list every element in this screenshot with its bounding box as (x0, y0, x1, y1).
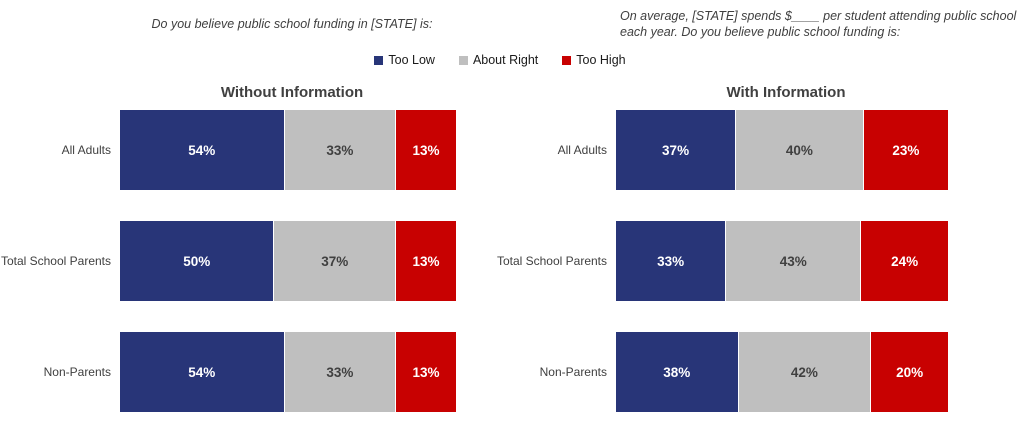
segment-about-right: 42% (737, 332, 871, 412)
about-right-swatch-icon (458, 55, 468, 65)
bar-row-total-school-parents: Total School Parents 50% 37% 13% (0, 221, 456, 301)
segment-about-right: 43% (725, 221, 861, 301)
bar-row-all-adults: All Adults 54% 33% 13% (0, 110, 456, 190)
segment-about-right: 33% (283, 110, 396, 190)
segment-about-right: 40% (735, 110, 863, 190)
bar-row-all-adults: All Adults 37% 40% 23% (496, 110, 948, 190)
segment-too-low: 54% (120, 110, 284, 190)
segment-too-low: 38% (616, 332, 738, 412)
segment-too-low: 50% (120, 221, 274, 301)
segment-too-low: 37% (616, 110, 736, 190)
row-label: Non-Parents (43, 364, 111, 379)
segment-too-high: 24% (860, 221, 948, 301)
legend-label: Too High (576, 53, 626, 67)
stacked-bar: 54% 33% 13% (120, 332, 456, 412)
legend-item-about-right: About Right (458, 53, 539, 67)
bar-row-non-parents: Non-Parents 38% 42% 20% (496, 332, 948, 412)
segment-about-right: 33% (283, 332, 396, 412)
too-high-swatch-icon (562, 55, 572, 65)
row-label: All Adults (557, 142, 607, 157)
stacked-bar: 38% 42% 20% (616, 332, 948, 412)
row-label: Non-Parents (539, 364, 607, 379)
segment-too-low: 54% (120, 332, 284, 412)
bar-row-non-parents: Non-Parents 54% 33% 13% (0, 332, 456, 412)
row-label: All Adults (61, 142, 111, 157)
legend: Too Low About Right Too High (0, 53, 1000, 67)
segment-too-high: 13% (395, 110, 456, 190)
row-label: Total School Parents (0, 253, 111, 268)
legend-label: About Right (472, 53, 539, 67)
segment-too-high: 13% (395, 332, 456, 412)
stacked-bar: 37% 40% 23% (616, 110, 948, 190)
segment-about-right: 37% (273, 221, 396, 301)
legend-item-too-low: Too Low (374, 53, 435, 67)
chart-without-information: Without Information All Adults 54% 33% 1… (0, 84, 456, 412)
chart-title: With Information (726, 84, 846, 101)
stacked-bar: 50% 37% 13% (120, 221, 456, 301)
segment-too-high: 13% (395, 221, 456, 301)
row-label: Total School Parents (496, 253, 607, 268)
too-low-swatch-icon (374, 55, 384, 65)
segment-too-high: 20% (870, 332, 948, 412)
bar-rows: All Adults 37% 40% 23% Total School Pare… (496, 110, 948, 412)
legend-label: Too Low (388, 53, 435, 67)
stacked-bar: 33% 43% 24% (616, 221, 948, 301)
bar-row-total-school-parents: Total School Parents 33% 43% 24% (496, 221, 948, 301)
chart-with-information: With Information All Adults 37% 40% 23% … (496, 84, 948, 412)
segment-too-low: 33% (616, 221, 726, 301)
chart-title: Without Information (220, 84, 364, 101)
bar-rows: All Adults 54% 33% 13% Total School Pare… (0, 110, 456, 412)
question-without-information: Do you believe public school funding in … (151, 17, 433, 31)
segment-too-high: 23% (862, 110, 948, 190)
stacked-bar: 54% 33% 13% (120, 110, 456, 190)
legend-item-too-high: Too High (562, 53, 626, 67)
question-with-information: On average, [STATE] spends $____ per stu… (620, 9, 1017, 39)
